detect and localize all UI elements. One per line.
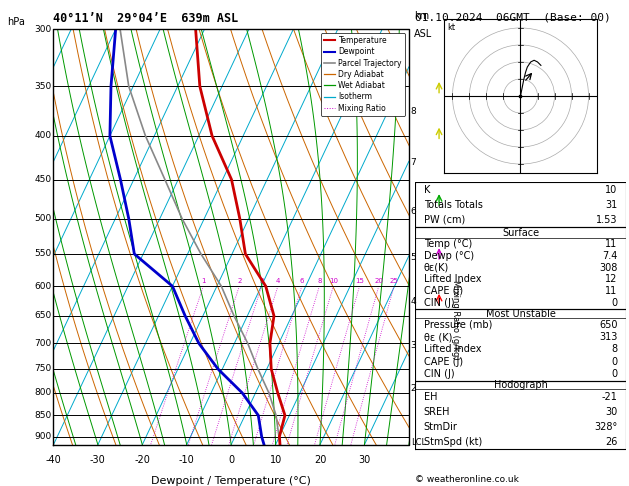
Text: 7.4: 7.4	[602, 251, 618, 261]
Text: 600: 600	[35, 282, 52, 291]
Text: 7: 7	[411, 158, 416, 167]
Text: © weatheronline.co.uk: © weatheronline.co.uk	[415, 474, 519, 484]
Text: 0: 0	[611, 298, 618, 308]
Text: -40: -40	[45, 455, 62, 465]
Text: 30: 30	[605, 407, 618, 417]
Text: -21: -21	[601, 392, 618, 402]
Text: 900: 900	[35, 432, 52, 441]
Text: PW (cm): PW (cm)	[423, 215, 465, 225]
Text: 25: 25	[389, 278, 398, 284]
Text: Hodograph: Hodograph	[494, 380, 547, 390]
Text: kt: kt	[447, 23, 455, 32]
Text: 01.10.2024  06GMT  (Base: 00): 01.10.2024 06GMT (Base: 00)	[415, 12, 611, 22]
Text: 650: 650	[599, 320, 618, 330]
Text: 15: 15	[355, 278, 364, 284]
Text: 0: 0	[228, 455, 234, 465]
Text: 400: 400	[35, 131, 52, 140]
Text: 3: 3	[259, 278, 264, 284]
Text: 10: 10	[269, 455, 282, 465]
Text: 26: 26	[605, 436, 618, 447]
Text: 650: 650	[35, 312, 52, 320]
Text: EH: EH	[423, 392, 437, 402]
Text: SREH: SREH	[423, 407, 450, 417]
Text: 2: 2	[237, 278, 242, 284]
Text: 11: 11	[605, 286, 618, 296]
Text: 313: 313	[599, 332, 618, 342]
Text: StmSpd (kt): StmSpd (kt)	[423, 436, 482, 447]
Text: CAPE (J): CAPE (J)	[423, 357, 463, 367]
Text: 450: 450	[35, 175, 52, 184]
Text: 5: 5	[411, 253, 416, 262]
Text: CIN (J): CIN (J)	[423, 298, 454, 308]
Text: 3: 3	[411, 342, 416, 350]
Text: 800: 800	[35, 388, 52, 398]
Legend: Temperature, Dewpoint, Parcel Trajectory, Dry Adiabat, Wet Adiabat, Isotherm, Mi: Temperature, Dewpoint, Parcel Trajectory…	[321, 33, 405, 116]
Text: 12: 12	[605, 275, 618, 284]
Text: 8: 8	[317, 278, 321, 284]
Text: 500: 500	[35, 214, 52, 223]
Text: ASL: ASL	[414, 29, 432, 39]
Text: -20: -20	[135, 455, 150, 465]
Text: 700: 700	[35, 339, 52, 348]
Text: 31: 31	[605, 200, 618, 210]
Text: -30: -30	[90, 455, 106, 465]
Text: Temp (°C): Temp (°C)	[423, 239, 472, 249]
Text: Lifted Index: Lifted Index	[423, 345, 481, 354]
Text: Most Unstable: Most Unstable	[486, 309, 555, 319]
Text: 8: 8	[611, 345, 618, 354]
Text: 850: 850	[35, 411, 52, 420]
Text: Surface: Surface	[502, 228, 539, 238]
Text: km: km	[414, 11, 430, 21]
Text: 20: 20	[374, 278, 383, 284]
Text: 6: 6	[411, 207, 416, 216]
Text: -10: -10	[179, 455, 194, 465]
Text: 350: 350	[35, 82, 52, 91]
Text: Pressure (mb): Pressure (mb)	[423, 320, 492, 330]
Text: CIN (J): CIN (J)	[423, 369, 454, 379]
Text: 550: 550	[35, 249, 52, 259]
Text: 2: 2	[411, 384, 416, 393]
Text: 10: 10	[605, 185, 618, 195]
Text: Mixing Ratio (g/kg): Mixing Ratio (g/kg)	[450, 280, 460, 360]
Text: 6: 6	[299, 278, 304, 284]
Text: hPa: hPa	[8, 17, 25, 27]
Text: 328°: 328°	[594, 422, 618, 432]
Text: Lifted Index: Lifted Index	[423, 275, 481, 284]
Text: 11: 11	[605, 239, 618, 249]
Text: 1.53: 1.53	[596, 215, 618, 225]
Text: 30: 30	[359, 455, 370, 465]
Text: LCL: LCL	[411, 438, 426, 447]
Text: Dewp (°C): Dewp (°C)	[423, 251, 474, 261]
Text: 300: 300	[35, 25, 52, 34]
Text: 4: 4	[276, 278, 280, 284]
Text: Dewpoint / Temperature (°C): Dewpoint / Temperature (°C)	[151, 476, 311, 486]
Text: StmDir: StmDir	[423, 422, 457, 432]
Text: θε(K): θε(K)	[423, 262, 449, 273]
Text: 20: 20	[314, 455, 326, 465]
Text: 0: 0	[611, 357, 618, 367]
Text: 308: 308	[599, 262, 618, 273]
Text: K: K	[423, 185, 430, 195]
Text: CAPE (J): CAPE (J)	[423, 286, 463, 296]
Text: 4: 4	[411, 297, 416, 306]
Text: 0: 0	[611, 369, 618, 379]
Text: 10: 10	[329, 278, 338, 284]
Text: 750: 750	[35, 364, 52, 373]
Text: θε (K): θε (K)	[423, 332, 452, 342]
Text: 1: 1	[201, 278, 206, 284]
Text: 40°11’N  29°04’E  639m ASL: 40°11’N 29°04’E 639m ASL	[53, 12, 239, 25]
Text: Totals Totals: Totals Totals	[423, 200, 482, 210]
Text: 8: 8	[411, 107, 416, 117]
